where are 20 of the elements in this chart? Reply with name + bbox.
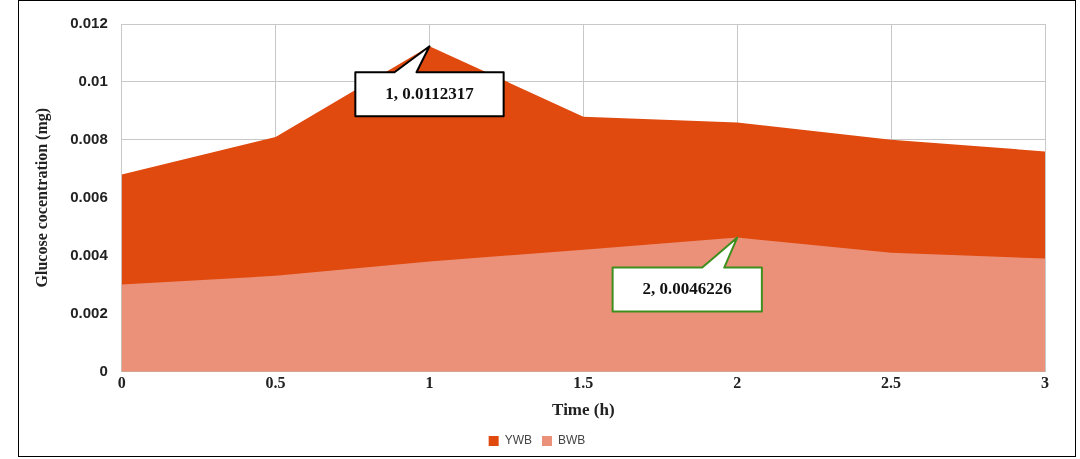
- y-tick-label: 0.01: [78, 72, 108, 90]
- x-tick-label: 0: [117, 374, 126, 392]
- annotation: 2, 0.0046226: [642, 278, 732, 298]
- y-tick-label: 0.012: [70, 14, 108, 32]
- x-tick-label: 3: [1041, 374, 1049, 392]
- y-axis-title: Glucose cocentration (mg): [32, 107, 51, 288]
- y-tick-label: 0: [99, 361, 108, 379]
- x-tick-label: 2: [733, 374, 742, 392]
- x-axis-title: Time (h): [552, 400, 615, 420]
- y-tick-label: 0.004: [70, 245, 109, 263]
- y-tick-label: 0.002: [70, 303, 108, 321]
- legend-label: BWB: [558, 433, 586, 448]
- legend-label: YWB: [504, 433, 533, 448]
- x-tick-label: 0.5: [265, 374, 286, 392]
- y-tick-label: 0.008: [70, 129, 108, 147]
- annotation: 1, 0.0112317: [385, 83, 475, 103]
- x-tick-label: 1.5: [573, 374, 594, 392]
- x-tick-label: 1: [425, 374, 434, 392]
- x-tick-label: 2.5: [881, 374, 902, 392]
- y-tick-label: 0.006: [70, 187, 108, 205]
